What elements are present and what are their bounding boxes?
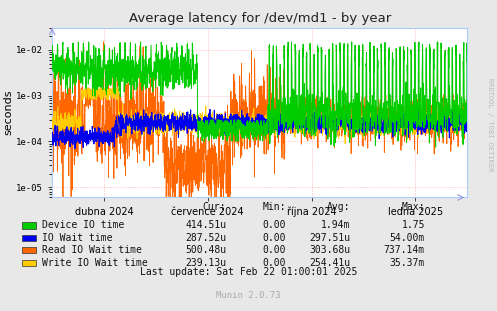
Text: 35.37m: 35.37m (390, 258, 425, 268)
Text: Cur:: Cur: (203, 202, 226, 212)
Text: 500.48u: 500.48u (185, 245, 226, 255)
Text: 414.51u: 414.51u (185, 220, 226, 230)
Text: 303.68u: 303.68u (309, 245, 350, 255)
Text: Min:: Min: (262, 202, 286, 212)
Text: 0.00: 0.00 (262, 233, 286, 243)
Text: Write IO Wait time: Write IO Wait time (42, 258, 148, 268)
Text: Last update: Sat Feb 22 01:00:01 2025: Last update: Sat Feb 22 01:00:01 2025 (140, 267, 357, 277)
Text: 287.52u: 287.52u (185, 233, 226, 243)
Text: 1.94m: 1.94m (321, 220, 350, 230)
Text: Max:: Max: (402, 202, 425, 212)
Text: 54.00m: 54.00m (390, 233, 425, 243)
Text: Read IO Wait time: Read IO Wait time (42, 245, 142, 255)
Text: RRDTOOL / TOBI OETIKER: RRDTOOL / TOBI OETIKER (487, 78, 493, 171)
Text: 1.75: 1.75 (402, 220, 425, 230)
Text: IO Wait time: IO Wait time (42, 233, 113, 243)
Title: Average latency for /dev/md1 - by year: Average latency for /dev/md1 - by year (129, 12, 391, 26)
Text: Device IO time: Device IO time (42, 220, 124, 230)
Text: Avg:: Avg: (327, 202, 350, 212)
Text: 239.13u: 239.13u (185, 258, 226, 268)
Text: 254.41u: 254.41u (309, 258, 350, 268)
Text: 0.00: 0.00 (262, 258, 286, 268)
Y-axis label: seconds: seconds (3, 90, 13, 136)
Text: 0.00: 0.00 (262, 220, 286, 230)
Text: 737.14m: 737.14m (384, 245, 425, 255)
Text: 0.00: 0.00 (262, 245, 286, 255)
Text: Munin 2.0.73: Munin 2.0.73 (216, 291, 281, 300)
Text: 297.51u: 297.51u (309, 233, 350, 243)
